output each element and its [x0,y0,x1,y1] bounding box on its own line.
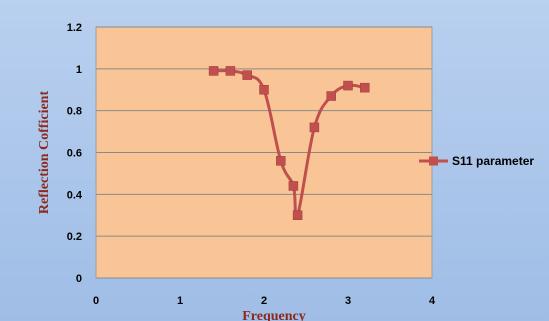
legend-marker [429,156,438,166]
data-point [208,66,219,76]
y-tick-label: 0.6 [67,148,82,160]
y-axis-title: Reflection Cofficient [37,91,52,215]
data-point [309,122,320,133]
x-tick-label: 3 [345,295,351,307]
gridlines [96,26,432,279]
y-tick-label: 0.2 [67,231,82,243]
y-tick-label: 0.4 [67,189,83,201]
data-point [326,91,336,101]
y-tick-label: 1.2 [67,22,82,34]
data-point [343,80,353,91]
y-tick-label: 0 [76,273,82,285]
x-tick-label: 4 [429,295,436,307]
data-point [225,66,236,76]
data-point [360,82,370,93]
x-axis-title: Frequency [242,309,306,321]
x-tick-label: 2 [261,295,267,307]
y-tick-labels: 0 0.2 0.4 0.6 0.8 1 1.2 [67,22,83,285]
data-point [292,210,303,220]
x-tick-labels: 0 1 2 3 4 [93,295,436,307]
legend: S11 parameter [419,154,534,168]
y-tick-label: 1 [76,64,82,76]
x-tick-label: 1 [177,295,183,307]
data-point [242,70,252,80]
data-point [288,181,299,191]
x-tick-label: 0 [93,295,99,307]
legend-label-s11: S11 parameter [452,154,534,168]
series-layer [208,66,370,220]
data-point [259,85,269,95]
data-point [276,156,286,166]
y-tick-label: 0.8 [67,106,82,118]
